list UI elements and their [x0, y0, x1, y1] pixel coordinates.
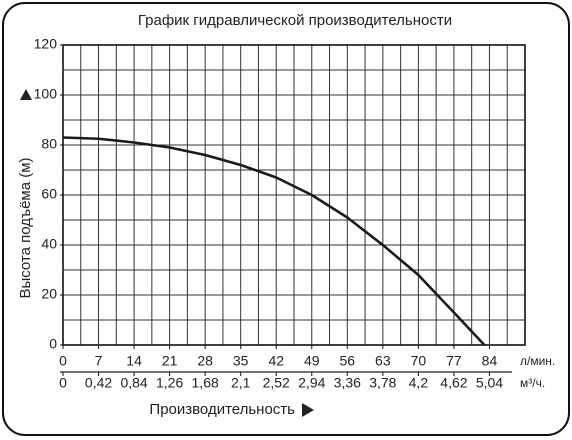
y-axis-label: Высота подъёма (м) [17, 157, 34, 298]
frame [2, 2, 570, 436]
x-tick-label: 28 [197, 353, 213, 369]
x-tick-label: 35 [233, 353, 249, 369]
x2-tick-label: 2,94 [298, 375, 325, 391]
x-arrow [302, 403, 314, 417]
x-tick-label: 42 [268, 353, 284, 369]
x2-tick-label: 0,84 [120, 375, 147, 391]
x2-tick-label: 5,04 [476, 375, 503, 391]
chart-title: График гидравлической производительности [138, 12, 452, 29]
x2-tick-label: 2,52 [263, 375, 290, 391]
y-tick-label: 120 [34, 36, 58, 52]
x-tick-label: 63 [375, 353, 391, 369]
x-unit: л/мин. [520, 354, 555, 368]
x-tick-label: 84 [482, 353, 498, 369]
x-tick-label: 49 [304, 353, 320, 369]
y-arrow [20, 89, 32, 100]
x2-tick-label: 3,78 [369, 375, 396, 391]
x-tick-label: 70 [411, 353, 427, 369]
x2-tick-label: 4,2 [409, 375, 429, 391]
x2-tick-label: 1,26 [156, 375, 183, 391]
x2-tick-label: 3,36 [334, 375, 361, 391]
x2-tick-label: 0,42 [85, 375, 112, 391]
x2-tick-label: 4,62 [440, 375, 467, 391]
y-tick-label: 80 [41, 136, 57, 152]
x-axis-label: Производительность [149, 401, 295, 418]
x2-unit: м³/ч. [520, 376, 545, 390]
performance-curve [62, 136, 486, 346]
x2-tick-label: 1,68 [192, 375, 219, 391]
y-tick-label: 0 [49, 336, 57, 352]
x-tick-label: 14 [126, 353, 142, 369]
y-tick-label: 60 [41, 186, 57, 202]
x-tick-label: 77 [446, 353, 462, 369]
y-tick-label: 20 [41, 286, 57, 302]
x-tick-label: 0 [59, 353, 67, 369]
x-tick-label: 56 [340, 353, 356, 369]
y-tick-label: 100 [34, 86, 58, 102]
y-tick-label: 40 [41, 236, 57, 252]
x-tick-label: 7 [95, 353, 103, 369]
x-tick-label: 21 [162, 353, 178, 369]
x2-tick-label: 0 [59, 375, 67, 391]
x2-tick-label: 2,1 [231, 375, 251, 391]
